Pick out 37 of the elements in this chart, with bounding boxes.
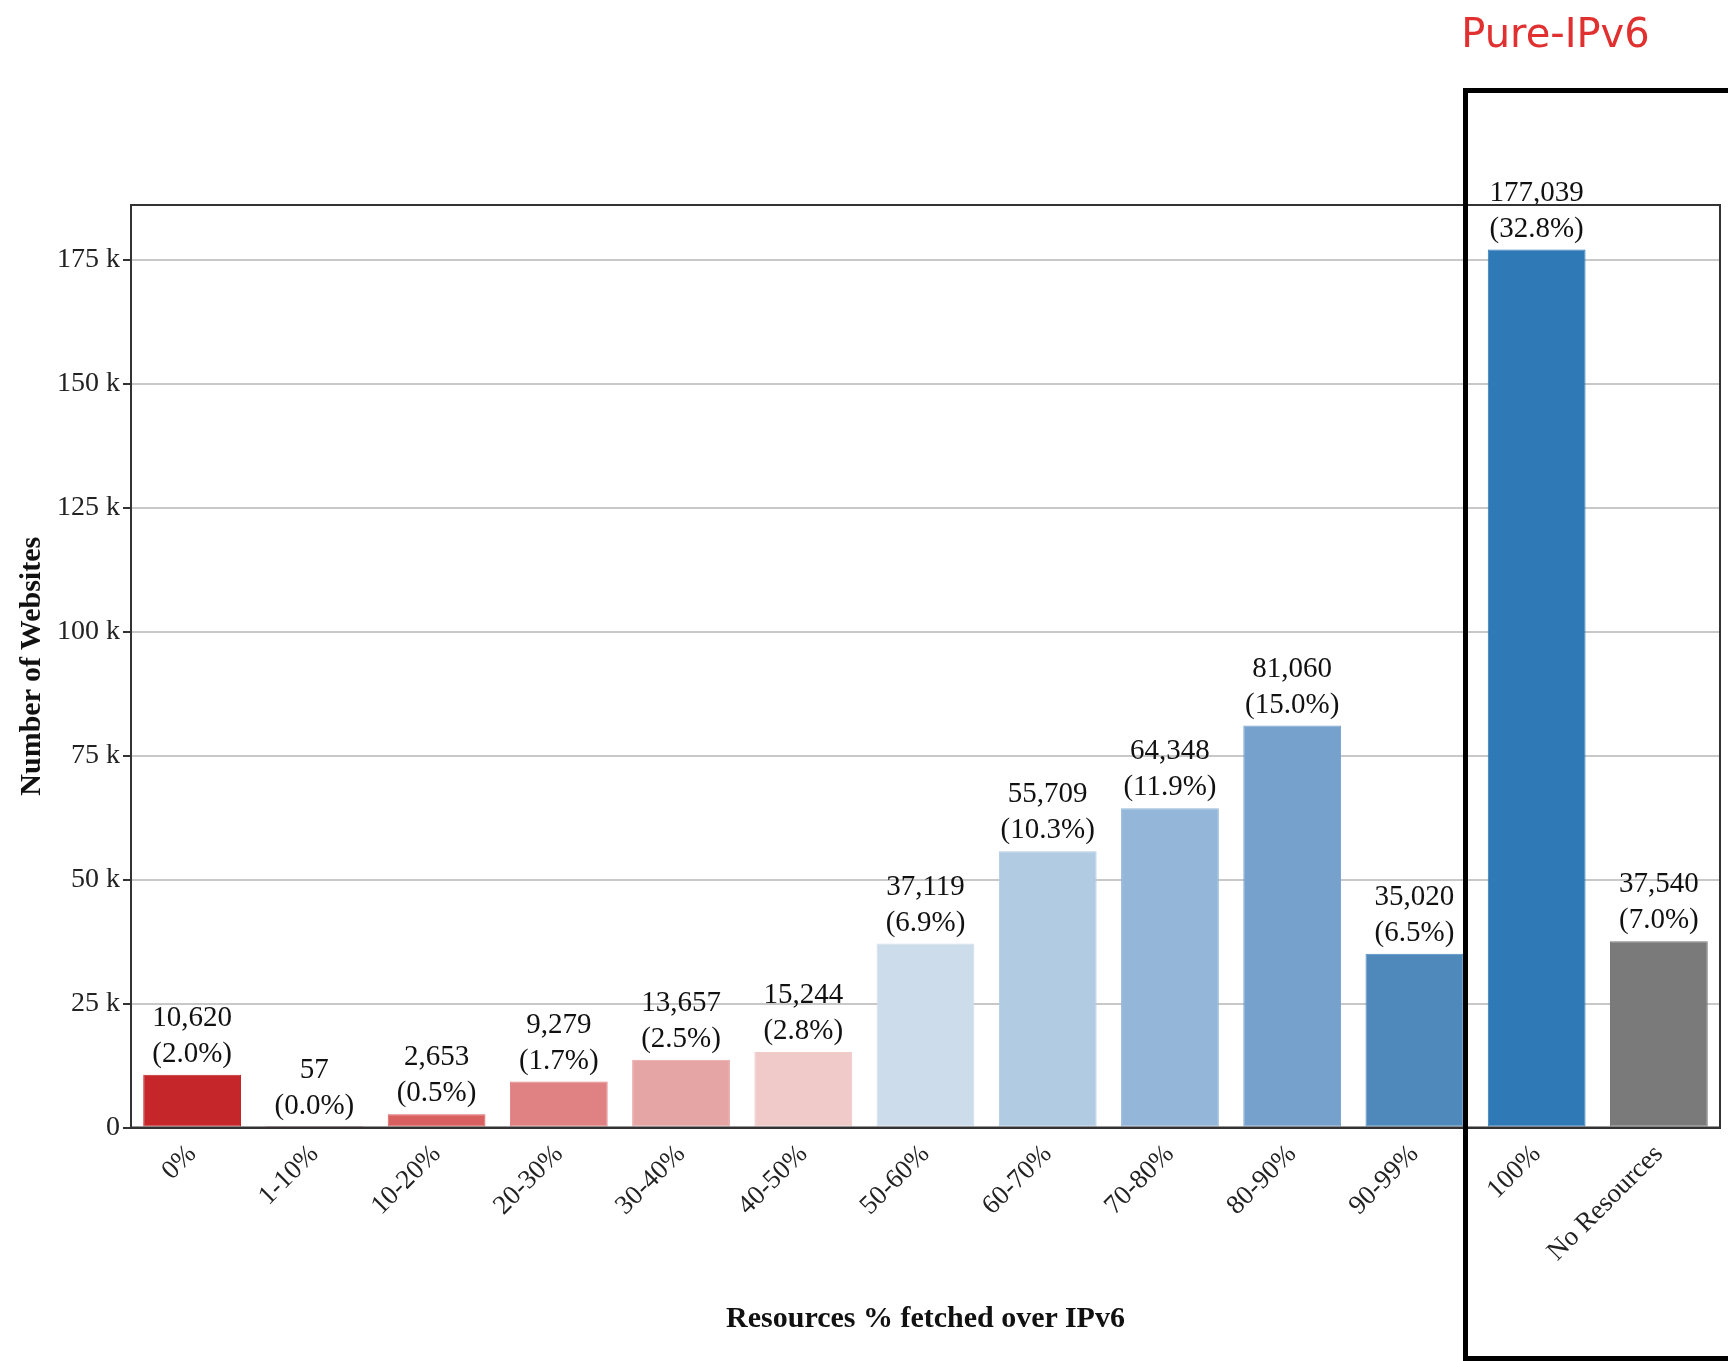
y-tick-label: 0 [106,1109,120,1141]
data-label: 37,119 (6.9%) [885,868,966,938]
data-label: 57 (0.0%) [274,1052,355,1122]
data-label: 9,279 (1.7%) [518,1006,599,1076]
y-tick-label: 100 k [57,613,120,645]
bar [387,1114,486,1127]
bar [1243,725,1342,1127]
bar [143,1074,242,1127]
text: Pure-IPv6 [1461,10,1650,56]
data-label: 37,540 (7.0%) [1619,866,1699,936]
bar [876,943,975,1127]
bar [509,1081,608,1127]
bar [998,851,1097,1127]
y-tick-label: 175 k [57,241,120,273]
bar [1365,953,1464,1127]
bar [1487,249,1586,1127]
y-tick-label: 125 k [57,489,120,521]
data-label: 81,060 (15.0%) [1245,650,1340,720]
y-axis-title: Number of Websites [12,536,46,796]
data-label: 15,244 (2.8%) [763,977,844,1047]
data-label: 13,657 (2.5%) [641,984,721,1054]
bar [632,1059,730,1127]
y-tick-label: 25 k [71,985,120,1017]
bar [1609,941,1708,1127]
data-label: 55,709 (10.3%) [1000,776,1095,846]
data-label: 2,653 (0.5%) [396,1039,477,1109]
y-tick-label: 150 k [57,365,120,397]
bar [1121,808,1219,1127]
data-label: 64,348 (11.9%) [1123,733,1217,803]
x-tick-label: 0% [154,1138,202,1185]
bar [754,1051,853,1127]
y-tick-label: 75 k [71,737,120,769]
x-axis-title: Resources % fetched over IPv6 [726,1299,1125,1333]
data-label: 177,039 (32.8%) [1489,174,1584,244]
data-label: 35,020 (6.5%) [1374,878,1455,948]
data-label: 10,620 (2.0%) [152,999,232,1069]
y-tick-label: 50 k [71,861,120,893]
